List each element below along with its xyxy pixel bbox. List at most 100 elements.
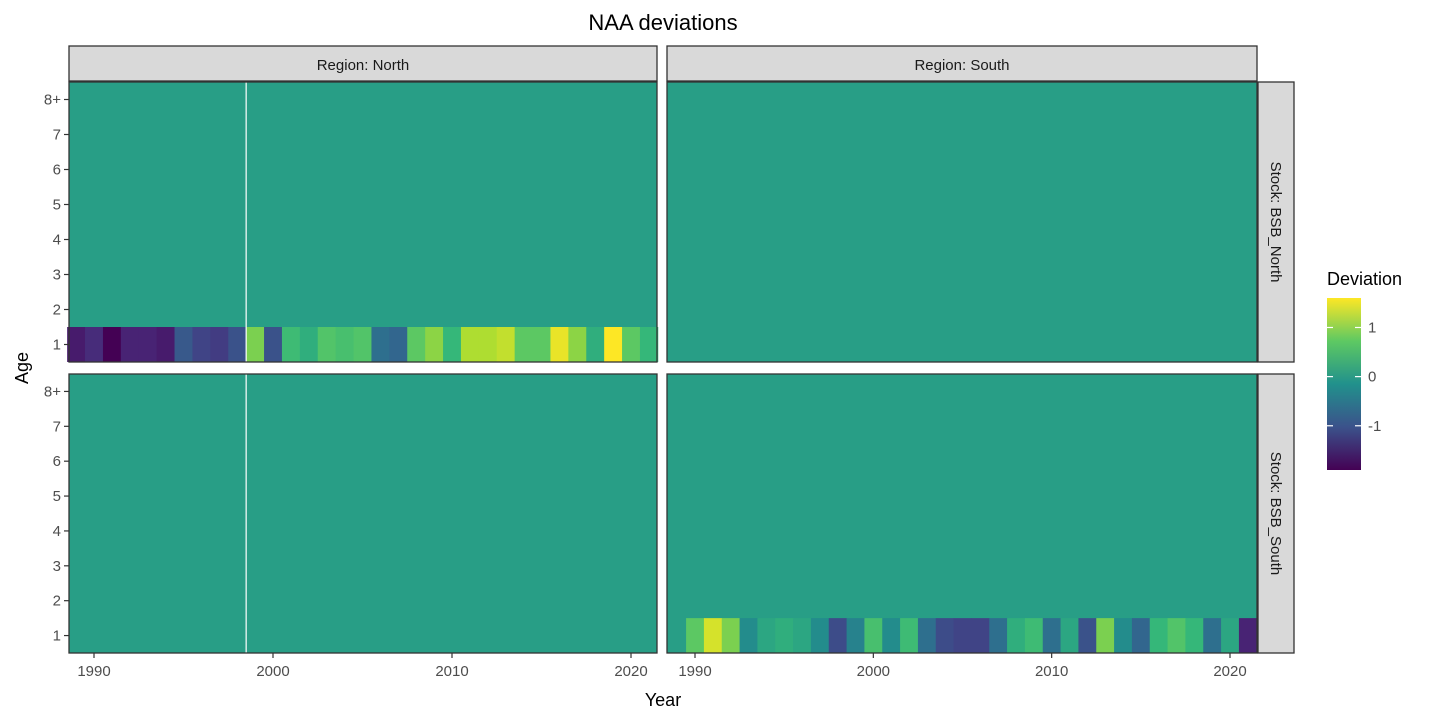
heat-tile (389, 327, 408, 362)
facet-label-row: Stock: BSB_South (1267, 452, 1284, 575)
chart-title: NAA deviations (588, 10, 737, 35)
y-tick-label: 2 (53, 593, 61, 610)
legend-tick-label: 0 (1368, 369, 1376, 386)
heat-tile (550, 327, 569, 362)
heat-tile (353, 327, 372, 362)
panel-border (68, 81, 658, 363)
heat-tile (532, 327, 551, 362)
heat-tile (1149, 618, 1168, 654)
heat-tile (514, 327, 533, 362)
heat-tile (120, 327, 140, 362)
heat-tile (568, 327, 587, 362)
heat-tile (85, 327, 104, 362)
heat-tile (882, 618, 901, 654)
heat-tile (639, 327, 659, 362)
x-tick-label: 2000 (256, 663, 289, 680)
panel-BSB_South-North (68, 373, 658, 654)
heat-tile (721, 618, 740, 654)
legend-title: Deviation (1327, 269, 1402, 289)
heat-tile (138, 327, 158, 362)
y-tick-label: 7 (53, 127, 61, 144)
heat-tile (192, 327, 211, 362)
legend-tick-label: 1 (1368, 319, 1376, 336)
heat-tile (443, 327, 462, 362)
heat-tile (156, 327, 175, 362)
panel-BSB_North-North (67, 81, 659, 363)
heat-tile (264, 327, 283, 362)
facet-label-col: Region: South (914, 57, 1009, 74)
heat-tile (1078, 618, 1097, 654)
heat-tile (793, 618, 812, 654)
heat-tile (1114, 618, 1133, 654)
y-tick-label: 6 (53, 162, 61, 179)
heat-tile (757, 618, 776, 654)
heat-tile (407, 327, 426, 362)
y-tick-label: 7 (53, 418, 61, 435)
y-tick-label: 3 (53, 558, 61, 575)
heat-tile (1007, 618, 1026, 654)
heat-tile (281, 327, 301, 362)
facet-label-row: Stock: BSB_North (1267, 162, 1284, 283)
x-tick-label: 1990 (77, 663, 110, 680)
y-tick-label: 5 (53, 488, 61, 505)
x-tick-label: 2010 (435, 663, 468, 680)
heat-tile (810, 618, 830, 654)
panel-border (666, 81, 1258, 363)
panel-BSB_South-South (666, 373, 1258, 654)
heat-tile (953, 618, 972, 654)
y-tick-label: 3 (53, 267, 61, 284)
heat-tile (317, 327, 337, 362)
panel-background (69, 82, 657, 362)
panel-BSB_North-South (666, 81, 1258, 363)
heat-tile (828, 618, 847, 654)
heat-tile (622, 327, 641, 362)
heat-tile (335, 327, 354, 362)
heat-tile (174, 327, 193, 362)
heat-tile (703, 618, 723, 654)
y-tick-label: 1 (53, 337, 61, 354)
heat-tile (478, 327, 498, 362)
heat-tile (935, 618, 954, 654)
heat-tile (1042, 618, 1061, 654)
x-axis-title: Year (645, 690, 681, 710)
heat-tile (246, 327, 265, 362)
y-tick-label: 4 (53, 523, 61, 540)
heat-tile (1238, 618, 1258, 654)
panel-background (69, 374, 657, 653)
heat-tile (989, 618, 1008, 654)
legend-colorbar (1327, 298, 1361, 470)
x-tick-label: 2010 (1035, 663, 1068, 680)
y-tick-label: 5 (53, 197, 61, 214)
heat-tile (1203, 618, 1222, 654)
panel-border (68, 373, 658, 654)
heat-tile (425, 327, 444, 362)
heat-tile (917, 618, 937, 654)
y-tick-label: 4 (53, 232, 61, 249)
heat-tile (228, 327, 247, 362)
heat-tile (371, 327, 390, 362)
x-tick-label: 2000 (857, 663, 890, 680)
panel-background (667, 82, 1257, 362)
facet-strip-right (1257, 373, 1295, 654)
x-tick-label: 2020 (614, 663, 647, 680)
heat-tile (686, 618, 705, 654)
heat-tile (604, 327, 623, 362)
y-tick-label: 2 (53, 302, 61, 319)
heat-tile (739, 618, 758, 654)
heat-tile (775, 618, 794, 654)
heat-tile (1185, 618, 1204, 654)
heat-tile (496, 327, 516, 362)
heat-tile (1221, 618, 1240, 654)
heat-tile (846, 618, 865, 654)
heat-tile (1060, 618, 1079, 654)
heat-tile (971, 618, 990, 654)
y-tick-label: 6 (53, 453, 61, 470)
facet-strip-top (666, 45, 1258, 82)
heat-tile (586, 327, 605, 362)
heat-tile (460, 327, 480, 362)
heat-tile (210, 327, 229, 362)
legend: Deviation 1 0 -1 (1327, 269, 1402, 470)
x-tick-label: 1990 (678, 663, 711, 680)
heat-tile (1024, 618, 1044, 654)
